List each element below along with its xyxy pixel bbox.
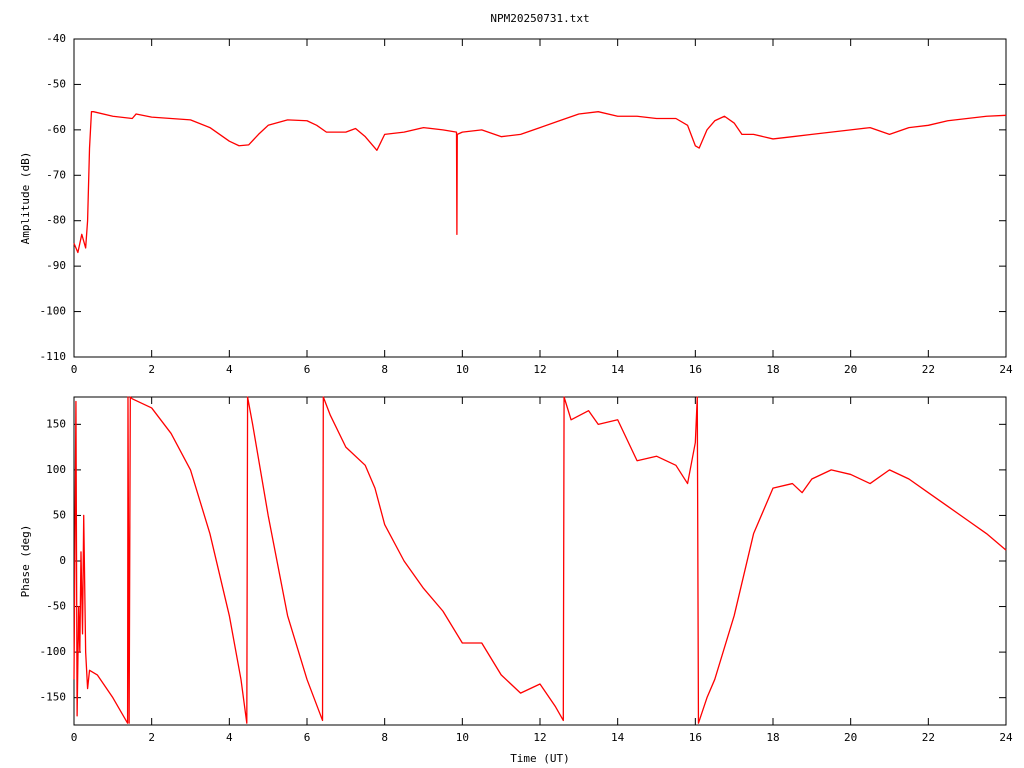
y-tick-label: -50: [46, 77, 66, 90]
x-tick-label: 14: [611, 731, 625, 744]
y-tick-label: -90: [46, 259, 66, 272]
x-tick-label: 10: [456, 363, 469, 376]
x-tick-label: 2: [148, 363, 155, 376]
x-tick-label: 22: [922, 731, 935, 744]
x-tick-label: 0: [71, 363, 78, 376]
y-tick-label: -70: [46, 168, 66, 181]
x-tick-label: 20: [844, 363, 857, 376]
x-tick-label: 12: [533, 363, 546, 376]
y-tick-label: -40: [46, 32, 66, 45]
data-line: [73, 111, 1007, 254]
data-line: [73, 396, 1007, 724]
x-tick-label: 8: [381, 731, 388, 744]
x-tick-label: 8: [381, 363, 388, 376]
x-tick-label: 14: [611, 363, 625, 376]
x-tick-label: 4: [226, 363, 233, 376]
y-tick-label: 150: [46, 417, 66, 430]
y-tick-label: -60: [46, 123, 66, 136]
y-tick-label: -110: [40, 350, 67, 363]
x-tick-label: 6: [304, 731, 311, 744]
x-tick-label: 18: [766, 363, 779, 376]
y-tick-label: -100: [40, 305, 67, 318]
y-tick-label: 100: [46, 463, 66, 476]
x-tick-label: 16: [689, 363, 702, 376]
x-tick-label: 18: [766, 731, 779, 744]
x-tick-label: 6: [304, 363, 311, 376]
x-tick-label: 0: [71, 731, 78, 744]
y-axis-label: Phase (deg): [19, 525, 32, 598]
y-tick-label: -150: [40, 691, 67, 704]
y-tick-label: -100: [40, 645, 67, 658]
x-tick-label: 24: [999, 363, 1013, 376]
y-axis-label: Amplitude (dB): [19, 152, 32, 245]
x-tick-label: 10: [456, 731, 469, 744]
x-tick-label: 22: [922, 363, 935, 376]
y-tick-label: 50: [53, 508, 66, 521]
x-tick-label: 12: [533, 731, 546, 744]
x-tick-label: 24: [999, 731, 1013, 744]
x-tick-label: 20: [844, 731, 857, 744]
chart-title: NPM20250731.txt: [490, 12, 589, 25]
y-tick-label: 0: [59, 554, 66, 567]
y-tick-label: -80: [46, 214, 66, 227]
x-axis-label: Time (UT): [510, 752, 570, 765]
y-tick-label: -50: [46, 600, 66, 613]
x-tick-label: 4: [226, 731, 233, 744]
x-tick-label: 16: [689, 731, 702, 744]
x-tick-label: 2: [148, 731, 155, 744]
